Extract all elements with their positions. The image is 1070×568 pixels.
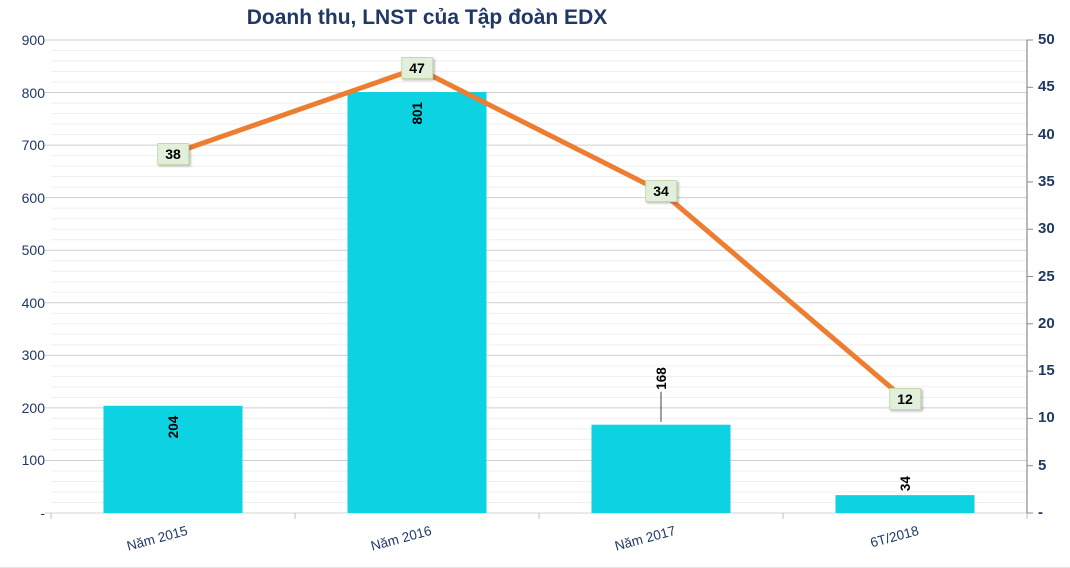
right-axis-tick-label: 5 (1038, 456, 1047, 474)
left-axis-tick-label: 100 (21, 452, 45, 469)
right-axis-tick-label: 45 (1038, 78, 1055, 96)
revenue-bar (591, 424, 731, 513)
left-axis-tick-label: 800 (21, 84, 45, 101)
right-axis-tick-label: 50 (1038, 31, 1055, 48)
right-axis-tick-label: 35 (1038, 172, 1055, 190)
right-axis-tick-label: 30 (1038, 220, 1055, 238)
bar-value-label: 801 (410, 102, 425, 125)
chart-title: Doanh thu, LNST của Tập đoàn EDX (246, 6, 608, 29)
line-value-label: 12 (889, 388, 921, 411)
line-value-label: 47 (401, 57, 433, 80)
right-axis-tick-label: 15 (1038, 362, 1055, 380)
bar-value-label: 34 (898, 476, 913, 492)
revenue-bar (835, 495, 975, 513)
left-axis-tick-label: 200 (21, 399, 45, 416)
left-axis-tick-label: 400 (21, 294, 45, 311)
left-axis-tick-label: - (40, 505, 45, 521)
bar-value-label: 204 (166, 415, 181, 438)
left-axis-tick-label: 900 (21, 32, 45, 48)
left-axis-tick-label: 600 (21, 189, 45, 206)
left-axis-tick-label: 300 (21, 347, 45, 364)
revenue-bar (103, 405, 243, 513)
right-axis-tick-label: 40 (1038, 125, 1055, 143)
line-value-label: 38 (157, 142, 189, 165)
right-axis-tick-label: - (1038, 504, 1043, 521)
left-axis-tick-label: 500 (21, 242, 45, 259)
left-axis-tick-label: 700 (21, 137, 45, 154)
line-value-label: 34 (645, 180, 677, 203)
right-axis-tick-label: 20 (1038, 314, 1055, 332)
revenue-bar (347, 92, 487, 513)
right-axis-tick-label: 25 (1038, 267, 1055, 285)
profit-line (170, 65, 908, 402)
right-axis-tick-label: 10 (1038, 409, 1055, 427)
bar-value-label: 168 (654, 367, 669, 390)
